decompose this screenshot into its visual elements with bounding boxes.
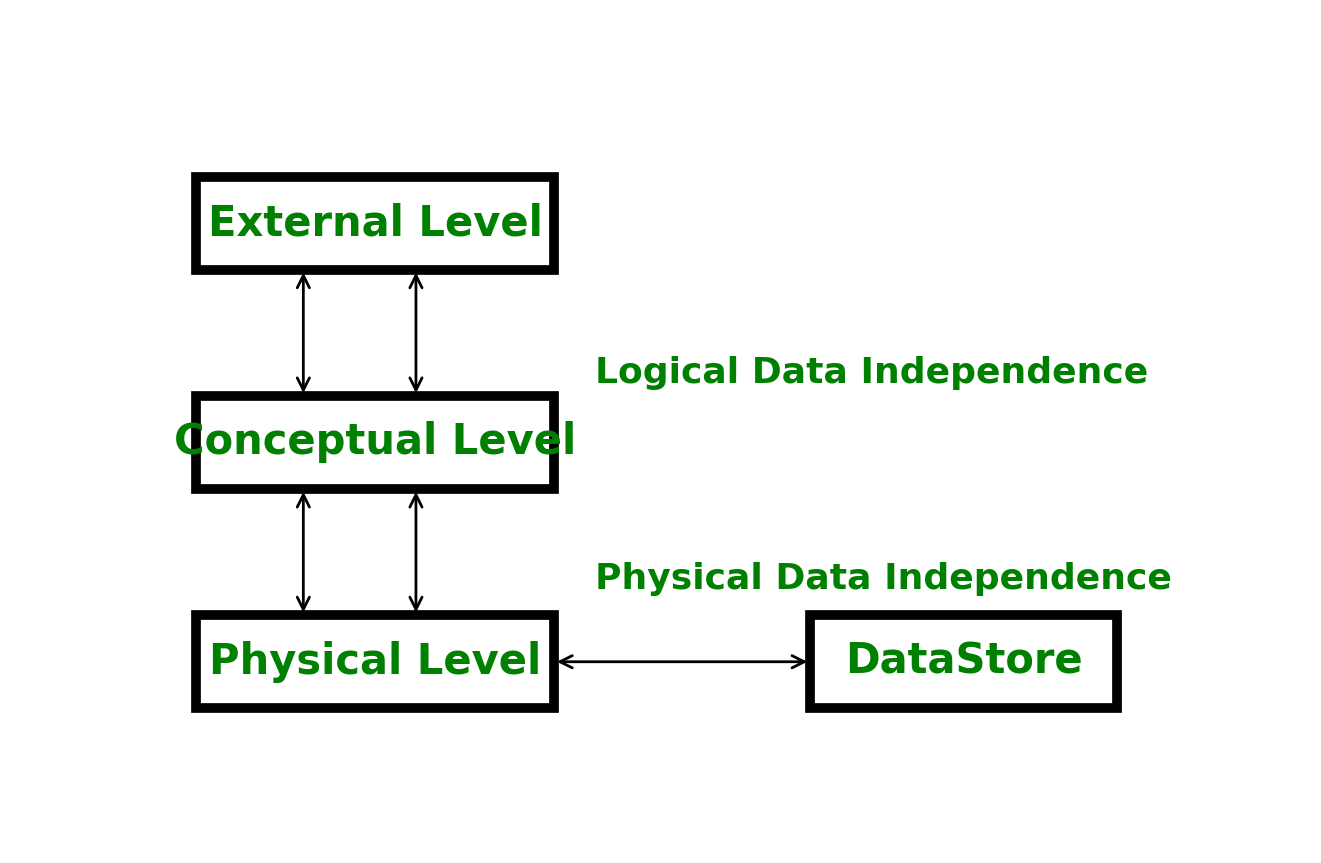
FancyBboxPatch shape — [810, 615, 1118, 709]
Text: Physical Data Independence: Physical Data Independence — [594, 562, 1172, 595]
FancyBboxPatch shape — [196, 396, 555, 489]
Text: External Level: External Level — [207, 202, 543, 244]
Text: Conceptual Level: Conceptual Level — [174, 421, 576, 463]
Text: Physical Level: Physical Level — [209, 640, 542, 683]
FancyBboxPatch shape — [196, 615, 555, 709]
Text: Logical Data Independence: Logical Data Independence — [594, 356, 1148, 390]
Text: DataStore: DataStore — [845, 640, 1082, 683]
FancyBboxPatch shape — [196, 177, 555, 270]
